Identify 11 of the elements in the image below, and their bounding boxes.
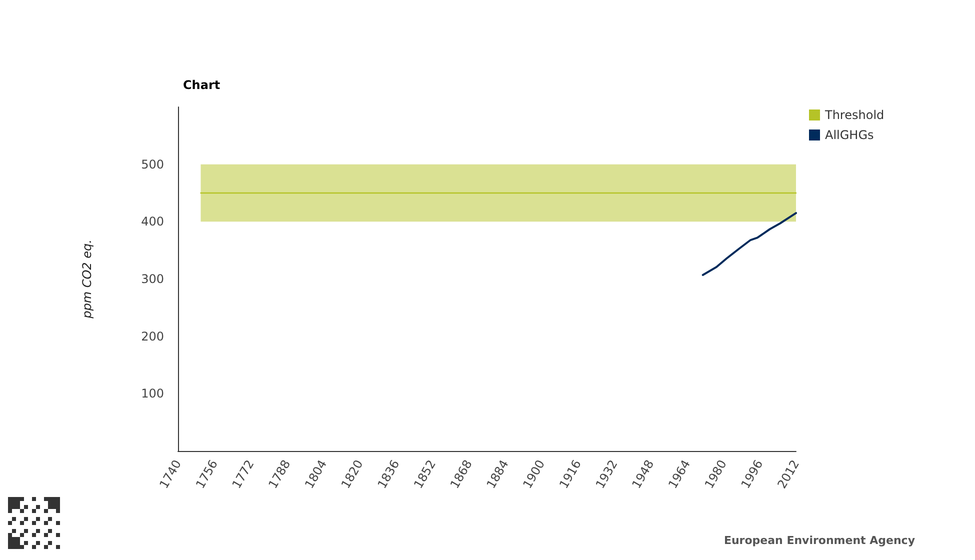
y-tick-label: 500 bbox=[141, 157, 164, 172]
y-tick-label: 400 bbox=[141, 214, 164, 229]
legend-label: AllGHGs bbox=[825, 128, 874, 142]
legend-label: Threshold bbox=[824, 108, 884, 122]
chart-title: Chart bbox=[183, 78, 220, 92]
y-tick-label: 100 bbox=[141, 386, 164, 401]
text: European Environment Agency bbox=[724, 534, 916, 547]
y-tick-label: 200 bbox=[141, 329, 164, 344]
y-tick-label: 300 bbox=[141, 272, 164, 286]
y-axis-title: ppm CO2 eq. bbox=[80, 240, 94, 320]
line-series bbox=[702, 212, 797, 276]
